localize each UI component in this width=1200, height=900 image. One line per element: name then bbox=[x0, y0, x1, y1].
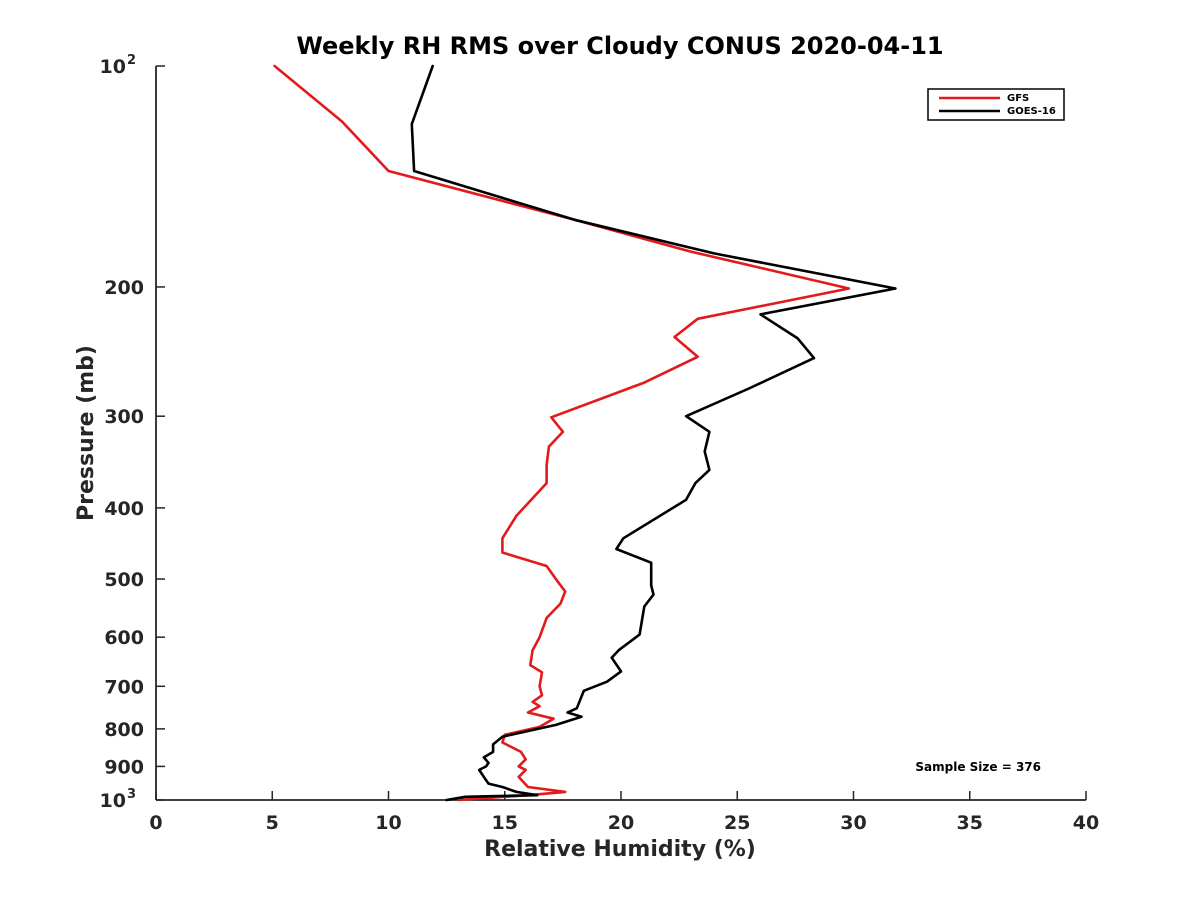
y-tick-exponent: 3 bbox=[127, 787, 136, 802]
y-tick-label: 900 bbox=[104, 756, 144, 778]
y-tick-label: 800 bbox=[104, 719, 144, 741]
y-tick-label: 600 bbox=[104, 627, 144, 649]
x-tick-label: 35 bbox=[957, 812, 983, 834]
legend-label-goes-16: GOES-16 bbox=[1007, 106, 1056, 117]
x-tick-label: 40 bbox=[1073, 812, 1099, 834]
legend-box bbox=[927, 88, 1065, 121]
y-tick-label: 700 bbox=[104, 676, 144, 698]
y-tick-label: 400 bbox=[104, 498, 144, 520]
y-axis-label: Pressure (mb) bbox=[74, 345, 99, 521]
x-tick-label: 25 bbox=[724, 812, 750, 834]
y-tick-label: 10 bbox=[100, 790, 126, 812]
series-line-gfs bbox=[273, 64, 851, 802]
x-axis-label: Relative Humidity (%) bbox=[484, 837, 756, 862]
sample-size-annotation: Sample Size = 376 bbox=[915, 760, 1041, 774]
y-tick-label: 200 bbox=[104, 277, 144, 299]
legend-label-gfs: GFS bbox=[1007, 93, 1029, 104]
y-tick-label: 10 bbox=[100, 56, 126, 78]
x-tick-label: 30 bbox=[840, 812, 866, 834]
x-tick-label: 5 bbox=[266, 812, 279, 834]
x-tick-label: 10 bbox=[375, 812, 401, 834]
legend: GFS GOES-16 bbox=[927, 88, 1065, 121]
series-line-goes-16 bbox=[410, 64, 897, 802]
y-tick-label: 500 bbox=[104, 569, 144, 591]
x-tick-label: 15 bbox=[492, 812, 518, 834]
chart-title: Weekly RH RMS over Cloudy CONUS 2020-04-… bbox=[296, 32, 943, 60]
y-tick-label: 300 bbox=[104, 406, 144, 428]
x-tick-label: 0 bbox=[149, 812, 162, 834]
y-tick-exponent: 2 bbox=[127, 53, 136, 68]
x-tick-label: 20 bbox=[608, 812, 634, 834]
